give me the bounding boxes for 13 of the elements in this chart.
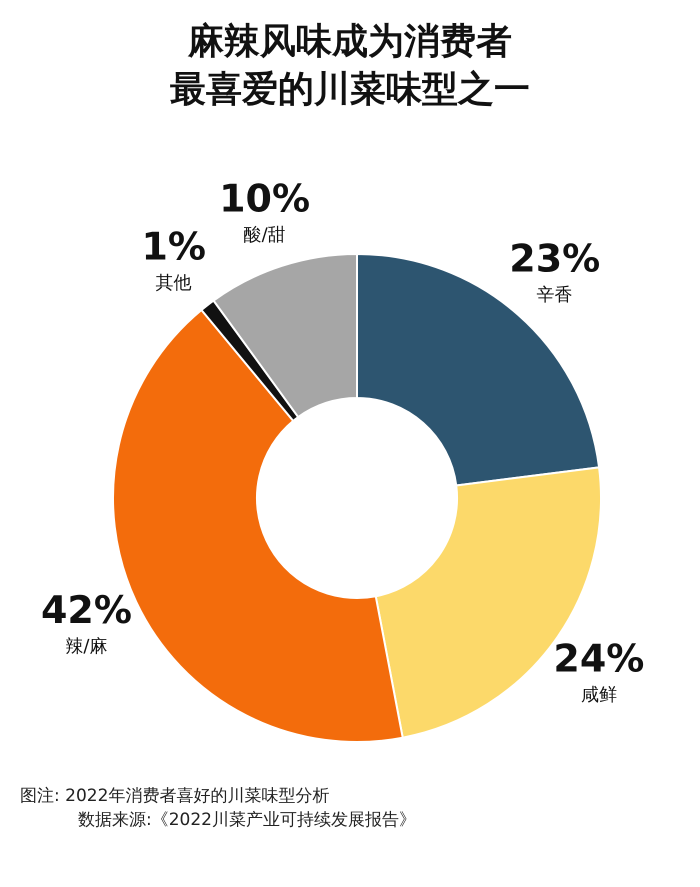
slice-label: 辣/麻 bbox=[65, 636, 108, 657]
slice-label: 其他 bbox=[156, 272, 192, 294]
slice-label: 辛香 bbox=[536, 284, 573, 306]
data-label: 10% bbox=[219, 176, 310, 221]
data-label: 23% bbox=[509, 236, 600, 281]
text: 图注: 2022年消费者喜好的川菜味型分析 bbox=[20, 785, 330, 808]
chart-title: 麻辣风味成为消费者最喜爱的川菜味型之一 bbox=[169, 20, 531, 112]
slice-label: 酸/甜 bbox=[244, 224, 286, 246]
slice-label: 咸鲜 bbox=[580, 684, 617, 706]
source-note: 数据来源:《2022川菜产业可持续发展报告》 bbox=[77, 809, 417, 832]
data-label: 1% bbox=[141, 224, 206, 269]
data-label: 42% bbox=[40, 588, 132, 632]
data-label: 24% bbox=[553, 636, 644, 681]
